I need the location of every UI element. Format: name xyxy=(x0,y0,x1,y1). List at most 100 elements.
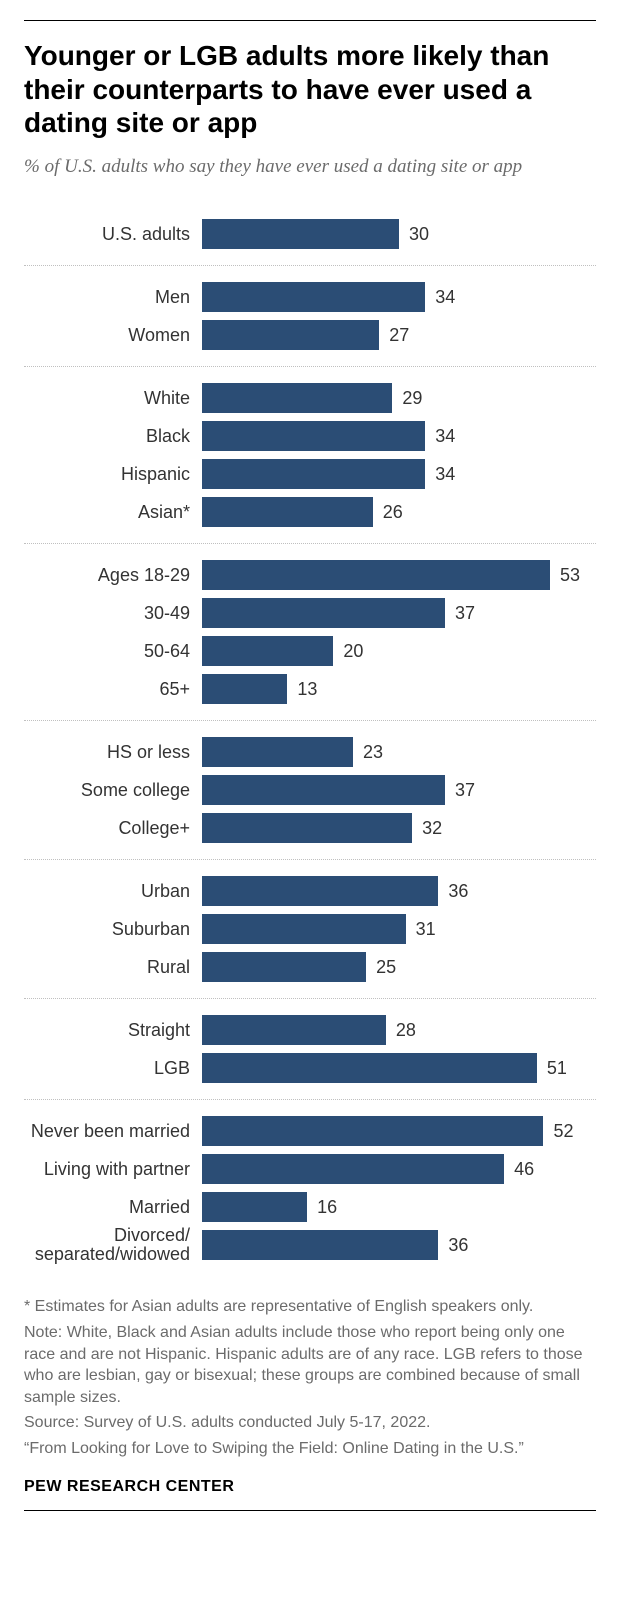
bar-area: 26 xyxy=(202,497,596,527)
bar-value: 37 xyxy=(455,780,475,801)
bar-value: 16 xyxy=(317,1197,337,1218)
row-label: Women xyxy=(24,326,202,346)
bar-value: 20 xyxy=(343,641,363,662)
bar xyxy=(202,1116,543,1146)
row-label: 65+ xyxy=(24,680,202,700)
bar-value: 13 xyxy=(297,679,317,700)
chart-row: Divorced/ separated/widowed36 xyxy=(24,1226,596,1264)
chart-row: 30-49 37 xyxy=(24,594,596,632)
footnote: “From Looking for Love to Swiping the Fi… xyxy=(24,1438,596,1460)
bar-area: 20 xyxy=(202,636,596,666)
chart-row: LGB51 xyxy=(24,1049,596,1087)
chart-row: Asian* 26 xyxy=(24,493,596,531)
row-label: Hispanic xyxy=(24,465,202,485)
bar-value: 30 xyxy=(409,224,429,245)
row-label: Ages 18-29 xyxy=(24,566,202,586)
bar-value: 34 xyxy=(435,287,455,308)
chart-group: White29Black34Hispanic34Asian*26 xyxy=(24,367,596,544)
bar xyxy=(202,421,425,451)
row-label: LGB xyxy=(24,1059,202,1079)
row-label: Married xyxy=(24,1198,202,1218)
bar xyxy=(202,1053,537,1083)
chart-group: Never been married 52 Living with partner 4… xyxy=(24,1100,596,1276)
bar-area: 51 xyxy=(202,1053,596,1083)
bar xyxy=(202,560,550,590)
row-label: Black xyxy=(24,427,202,447)
bar xyxy=(202,876,438,906)
row-label: Some college xyxy=(24,781,202,801)
chart-row: Men 34 xyxy=(24,278,596,316)
bar-value: 46 xyxy=(514,1159,534,1180)
chart-row: Straight 28 xyxy=(24,1011,596,1049)
bar-value: 34 xyxy=(435,464,455,485)
top-rule xyxy=(24,20,596,21)
chart-group: Straight 28 LGB51 xyxy=(24,999,596,1100)
bar-value: 31 xyxy=(416,919,436,940)
chart-row: White29 xyxy=(24,379,596,417)
chart-row: Some college 37 xyxy=(24,771,596,809)
row-label: U.S. adults xyxy=(24,225,202,245)
bar-area: 37 xyxy=(202,775,596,805)
bar xyxy=(202,813,412,843)
bar-area: 53 xyxy=(202,560,596,590)
bar-area: 27 xyxy=(202,320,596,350)
bar-value: 53 xyxy=(560,565,580,586)
chart-group: HS or less23Some college37College+32 xyxy=(24,721,596,860)
bar-chart: U.S. adults30Men34Women27White29Black34H… xyxy=(24,203,596,1276)
footnote: Note: White, Black and Asian adults incl… xyxy=(24,1322,596,1408)
bar-area: 30 xyxy=(202,219,596,249)
attribution: PEW RESEARCH CENTER xyxy=(24,1478,596,1496)
bar xyxy=(202,459,425,489)
row-label: Rural xyxy=(24,958,202,978)
row-label: Suburban xyxy=(24,920,202,940)
chart-group: U.S. adults 30 xyxy=(24,203,596,266)
bar-area: 13 xyxy=(202,674,596,704)
bar xyxy=(202,320,379,350)
bar-area: 46 xyxy=(202,1154,596,1184)
bar-area: 52 xyxy=(202,1116,596,1146)
chart-row: Rural 25 xyxy=(24,948,596,986)
bar-value: 27 xyxy=(389,325,409,346)
bar-value: 32 xyxy=(422,818,442,839)
bar-value: 28 xyxy=(396,1020,416,1041)
row-label: Asian* xyxy=(24,503,202,523)
chart-title: Younger or LGB adults more likely than t… xyxy=(24,39,596,140)
bar-value: 25 xyxy=(376,957,396,978)
row-label: Living with partner xyxy=(24,1160,202,1180)
bar-area: 36 xyxy=(202,1230,596,1260)
bar-area: 34 xyxy=(202,421,596,451)
chart-row: College+32 xyxy=(24,809,596,847)
bar xyxy=(202,636,333,666)
bar-area: 37 xyxy=(202,598,596,628)
bar-area: 34 xyxy=(202,459,596,489)
chart-group: Ages 18-29 53 30-49 37 50-64 20 65+ 13 xyxy=(24,544,596,721)
bar xyxy=(202,952,366,982)
chart-row: Black34 xyxy=(24,417,596,455)
bar-area: 32 xyxy=(202,813,596,843)
bar-value: 37 xyxy=(455,603,475,624)
bar-value: 52 xyxy=(553,1121,573,1142)
bar xyxy=(202,383,392,413)
row-label: Divorced/ separated/widowed xyxy=(24,1226,202,1266)
chart-row: Married 16 xyxy=(24,1188,596,1226)
chart-row: Living with partner 46 xyxy=(24,1150,596,1188)
bar-value: 26 xyxy=(383,502,403,523)
row-label: Straight xyxy=(24,1021,202,1041)
row-label: 30-49 xyxy=(24,604,202,624)
footnote: Source: Survey of U.S. adults conducted … xyxy=(24,1412,596,1434)
bottom-rule xyxy=(24,1510,596,1511)
row-label: 50-64 xyxy=(24,642,202,662)
chart-row: Hispanic 34 xyxy=(24,455,596,493)
row-label: Never been married xyxy=(24,1122,202,1142)
bar xyxy=(202,598,445,628)
bar xyxy=(202,1192,307,1222)
chart-row: Urban36 xyxy=(24,872,596,910)
bar-value: 29 xyxy=(402,388,422,409)
bar xyxy=(202,914,406,944)
row-label: Urban xyxy=(24,882,202,902)
chart-row: Never been married 52 xyxy=(24,1112,596,1150)
bar-area: 16 xyxy=(202,1192,596,1222)
bar xyxy=(202,1154,504,1184)
bar-area: 31 xyxy=(202,914,596,944)
row-label: Men xyxy=(24,288,202,308)
